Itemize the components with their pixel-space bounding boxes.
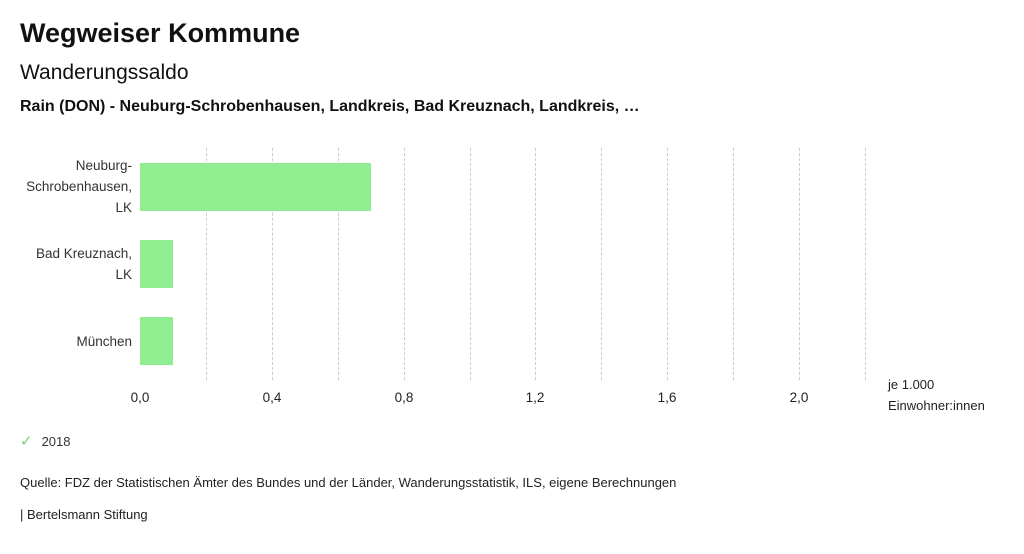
branding-text: | Bertelsmann Stiftung [20,507,148,522]
chart-title: Wanderungssaldo [20,61,189,84]
x-tick-label: 0,4 [262,390,282,405]
x-tick-label: 1,2 [525,390,545,405]
gridline [799,148,800,380]
legend-label: 2018 [41,434,71,449]
gridline [470,148,471,380]
bar-2[interactable] [140,239,173,288]
x-axis-unit-line2: Einwohner:innen [888,398,985,413]
bar-row [140,303,865,380]
bar-row [140,148,865,225]
x-axis: 0,0 0,4 0,8 1,2 1,6 2,0 [131,390,865,408]
bar-chart: Neuburg- Schrobenhausen, LK Bad Kreuznach, L… [20,148,1004,416]
gridline [535,148,536,380]
gridline [404,148,405,380]
legend-item-2018[interactable]: ✓ 2018 [20,434,71,449]
gridline [667,148,668,380]
bar-3[interactable] [140,317,173,366]
gridline [865,148,866,380]
x-tick-label: 0,0 [130,390,150,405]
x-tick-label: 0,8 [394,390,414,405]
x-axis-unit-line1: je 1.000 [888,377,935,392]
bar-row [140,225,865,302]
gridline [206,148,207,380]
category-label: München [76,333,132,349]
source-text: Quelle: FDZ der Statistischen Ämter des … [20,475,677,490]
gridline [733,148,734,380]
category-label: Neuburg- Schrobenhausen, LK [26,158,132,216]
chart-context-line: Rain (DON) - Neuburg-Schrobenhausen, Lan… [20,98,640,115]
gridline [272,148,273,380]
category-label: Bad Kreuznach, LK [35,245,132,282]
bar-1[interactable] [140,162,371,211]
page: Wegweiser Kommune Wanderungssaldo Rain (… [20,18,1004,522]
x-tick-label: 1,6 [657,390,677,405]
category-axis: Neuburg- Schrobenhausen, LK Bad Kreuznach, L… [20,148,132,380]
bar-rows [140,148,865,380]
gridline [338,148,339,380]
plot-area [140,148,866,380]
page-title: Wegweiser Kommune [20,18,301,48]
x-tick-label: 2,0 [789,390,809,405]
x-axis-unit-label: je 1.000 Einwohner:innen [888,374,985,416]
check-icon: ✓ [20,433,33,450]
gridline [601,148,602,380]
